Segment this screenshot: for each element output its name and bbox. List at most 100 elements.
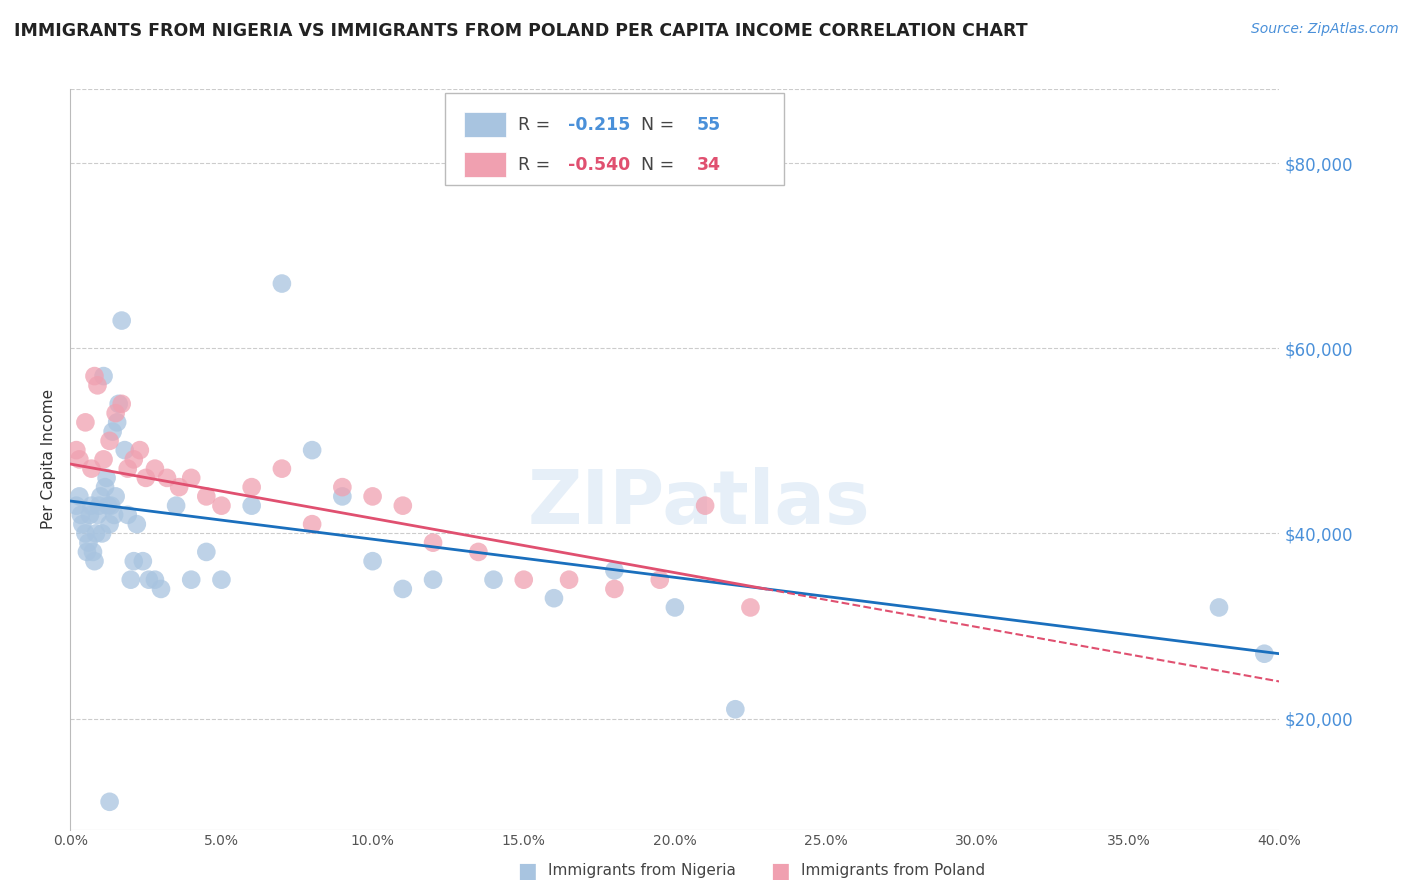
Text: ■: ■ — [517, 861, 537, 880]
Point — [467, 545, 489, 559]
Point — [143, 461, 166, 475]
Point — [270, 461, 294, 475]
Point — [664, 600, 686, 615]
Point — [695, 499, 717, 513]
Point — [94, 480, 117, 494]
Point — [1253, 647, 1275, 661]
Point — [79, 508, 101, 522]
Point — [104, 406, 127, 420]
Point — [648, 573, 671, 587]
Point — [75, 415, 97, 429]
Point — [603, 564, 626, 578]
Point — [104, 489, 127, 503]
Point — [70, 508, 93, 522]
FancyBboxPatch shape — [464, 112, 506, 137]
Point — [195, 545, 218, 559]
Point — [195, 489, 218, 503]
Text: Source: ZipAtlas.com: Source: ZipAtlas.com — [1251, 22, 1399, 37]
Point — [301, 517, 323, 532]
Point — [105, 415, 128, 429]
Point — [724, 702, 747, 716]
Point — [98, 434, 121, 448]
Point — [361, 554, 384, 568]
Text: Immigrants from Nigeria: Immigrants from Nigeria — [548, 863, 737, 878]
Point — [125, 517, 148, 532]
Point — [100, 499, 122, 513]
Point — [93, 369, 115, 384]
Point — [83, 369, 105, 384]
FancyBboxPatch shape — [446, 93, 783, 186]
Point — [482, 573, 505, 587]
Point — [117, 461, 139, 475]
Point — [87, 499, 110, 513]
Point — [75, 526, 97, 541]
Point — [150, 582, 173, 596]
Point — [558, 573, 581, 587]
Point — [83, 554, 105, 568]
Point — [103, 508, 125, 522]
Point — [86, 378, 108, 392]
Point — [1208, 600, 1230, 615]
Point — [167, 480, 190, 494]
Point — [98, 795, 121, 809]
Text: IMMIGRANTS FROM NIGERIA VS IMMIGRANTS FROM POLAND PER CAPITA INCOME CORRELATION : IMMIGRANTS FROM NIGERIA VS IMMIGRANTS FR… — [14, 22, 1028, 40]
Text: ZIPatlas: ZIPatlas — [527, 467, 870, 541]
FancyBboxPatch shape — [464, 153, 506, 178]
Point — [301, 443, 323, 458]
Point — [156, 471, 179, 485]
Point — [513, 573, 536, 587]
Text: R =: R = — [517, 116, 555, 134]
Text: 55: 55 — [696, 116, 721, 134]
Point — [543, 591, 565, 606]
Point — [91, 526, 114, 541]
Point — [740, 600, 762, 615]
Y-axis label: Per Capita Income: Per Capita Income — [41, 389, 56, 530]
Point — [111, 313, 134, 327]
Point — [391, 582, 415, 596]
Point — [240, 480, 263, 494]
Point — [211, 499, 233, 513]
Point — [270, 277, 294, 291]
Point — [65, 499, 87, 513]
Point — [122, 554, 145, 568]
Text: -0.540: -0.540 — [568, 156, 631, 174]
Point — [107, 397, 129, 411]
Point — [84, 526, 107, 541]
Point — [80, 499, 103, 513]
Point — [101, 425, 124, 439]
Point — [96, 471, 118, 485]
Text: 34: 34 — [696, 156, 721, 174]
Point — [114, 443, 136, 458]
Point — [82, 545, 104, 559]
Text: ■: ■ — [770, 861, 790, 880]
Point — [361, 489, 384, 503]
Point — [391, 499, 415, 513]
Point — [122, 452, 145, 467]
Point — [332, 489, 354, 503]
Text: N =: N = — [630, 156, 681, 174]
Point — [128, 443, 150, 458]
Point — [76, 545, 98, 559]
Point — [80, 461, 103, 475]
Point — [77, 535, 100, 549]
Point — [422, 573, 444, 587]
Text: -0.215: -0.215 — [568, 116, 631, 134]
Point — [86, 508, 108, 522]
Point — [98, 517, 121, 532]
Point — [240, 499, 263, 513]
Point — [67, 452, 90, 467]
Point — [143, 573, 166, 587]
Point — [332, 480, 354, 494]
Point — [180, 573, 202, 587]
Text: N =: N = — [630, 116, 681, 134]
Point — [72, 517, 94, 532]
Point — [135, 471, 157, 485]
Point — [180, 471, 202, 485]
Point — [117, 508, 139, 522]
Point — [120, 573, 142, 587]
Point — [65, 443, 87, 458]
Point — [422, 535, 444, 549]
Point — [90, 489, 111, 503]
Point — [165, 499, 187, 513]
Text: Immigrants from Poland: Immigrants from Poland — [801, 863, 986, 878]
